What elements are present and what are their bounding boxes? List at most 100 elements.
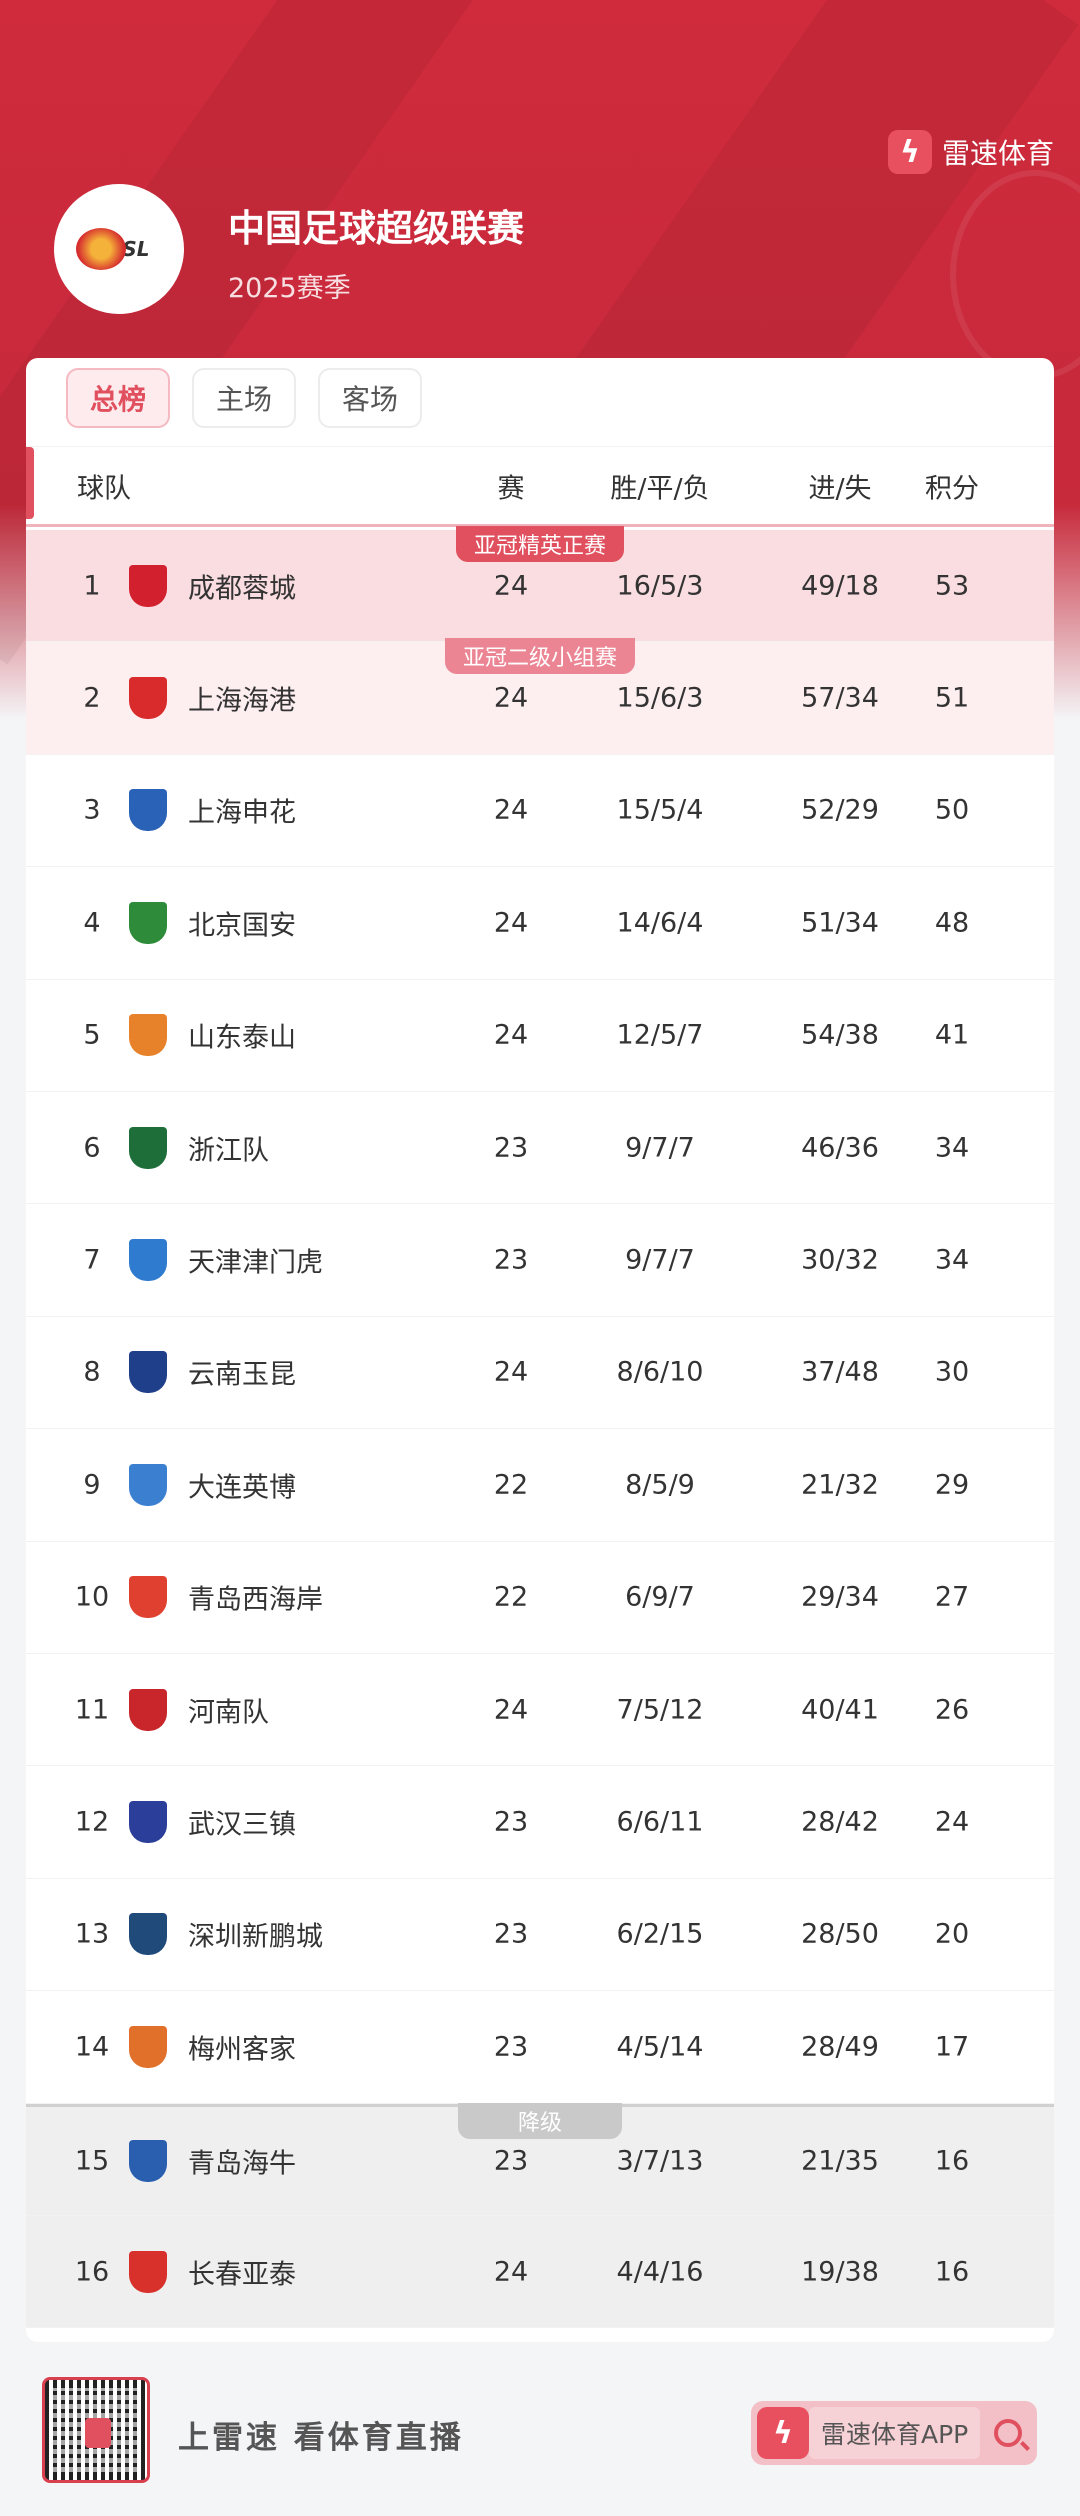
table-row[interactable]: 8 云南玉昆 24 8/6/10 37/48 30 <box>26 1317 1054 1430</box>
rank: 13 <box>74 1918 110 1950</box>
table-row[interactable]: 6 浙江队 23 9/7/7 46/36 34 <box>26 1092 1054 1205</box>
tab-bar: 总榜 主场 客场 <box>26 368 422 428</box>
cell-wdl: 9/7/7 <box>625 1244 695 1276</box>
zone-badge-acl-elite: 亚冠精英正赛 <box>455 526 625 562</box>
cell-wdl: 8/6/10 <box>616 1356 704 1388</box>
cell-points: 51 <box>934 682 970 714</box>
table-row[interactable]: 14 梅州客家 23 4/5/14 28/49 17 <box>26 1991 1054 2104</box>
team-crest-icon <box>129 1239 167 1282</box>
table-row[interactable]: 16 长春亚泰 24 4/4/16 19/38 16 <box>26 2216 1054 2329</box>
table-row[interactable]: 11 河南队 24 7/5/12 40/41 26 <box>26 1654 1054 1767</box>
tab-away[interactable]: 客场 <box>318 368 422 428</box>
cell-points: 29 <box>934 1469 970 1501</box>
team-crest-icon <box>129 564 167 607</box>
rank: 15 <box>74 2145 110 2177</box>
rank: 16 <box>74 2256 110 2288</box>
app-button-label: 雷速体育APP <box>809 2407 981 2459</box>
cell-played: 23 <box>493 1244 529 1276</box>
cell-points: 17 <box>934 2031 970 2063</box>
cell-goals: 40/41 <box>801 1694 879 1726</box>
table-row[interactable]: 9 大连英博 22 8/5/9 21/32 29 <box>26 1429 1054 1542</box>
league-logo: CSL <box>54 184 184 314</box>
cell-played: 24 <box>493 570 529 602</box>
team-name: 浙江队 <box>188 1135 269 1167</box>
cell-wdl: 14/6/4 <box>616 907 704 939</box>
cell-played: 23 <box>493 2145 529 2177</box>
table-row[interactable]: 15 青岛海牛 23 3/7/13 21/35 16 降级 <box>26 2102 1054 2216</box>
cell-played: 23 <box>493 1132 529 1164</box>
cell-played: 24 <box>493 682 529 714</box>
cell-goals: 46/36 <box>801 1132 879 1164</box>
team-crest-icon <box>129 1576 167 1619</box>
rank: 8 <box>83 1356 101 1388</box>
cell-goals: 54/38 <box>801 1019 879 1051</box>
rank: 2 <box>83 682 101 714</box>
cell-wdl: 12/5/7 <box>616 1019 704 1051</box>
cell-goals: 29/34 <box>801 1581 879 1613</box>
team-crest-icon <box>129 2250 167 2293</box>
cell-points: 34 <box>934 1244 970 1276</box>
rank: 7 <box>83 1244 101 1276</box>
cell-goals: 30/32 <box>801 1244 879 1276</box>
table-row[interactable]: 13 深圳新鹏城 23 6/2/15 28/50 20 <box>26 1879 1054 1992</box>
cell-wdl: 15/5/4 <box>616 794 704 826</box>
cell-played: 24 <box>493 1356 529 1388</box>
team-name: 天津津门虎 <box>188 1247 323 1279</box>
cell-points: 27 <box>934 1581 970 1613</box>
cell-goals: 28/49 <box>801 2031 879 2063</box>
zone-badge-acl-two: 亚冠二级小组赛 <box>444 638 636 675</box>
team-name: 山东泰山 <box>188 1022 296 1054</box>
table-row[interactable]: 7 天津津门虎 23 9/7/7 30/32 34 <box>26 1204 1054 1317</box>
tab-overall[interactable]: 总榜 <box>66 368 170 428</box>
cell-wdl: 4/5/14 <box>616 2031 704 2063</box>
cell-points: 53 <box>934 570 970 602</box>
team-name: 上海申花 <box>188 797 296 829</box>
cell-goals: 51/34 <box>801 907 879 939</box>
lightning-icon: ϟ <box>757 2407 809 2459</box>
csl-flame-icon <box>76 228 126 270</box>
col-team: 球队 <box>77 473 131 504</box>
table-row[interactable]: 3 上海申花 24 15/5/4 52/29 50 <box>26 755 1054 868</box>
rank: 10 <box>74 1581 110 1613</box>
team-name: 长春亚泰 <box>188 2259 296 2291</box>
app-search-button[interactable]: ϟ 雷速体育APP <box>751 2401 1037 2465</box>
rank: 3 <box>83 794 101 826</box>
table-row[interactable]: 12 武汉三镇 23 6/6/11 28/42 24 <box>26 1766 1054 1879</box>
cell-points: 41 <box>934 1019 970 1051</box>
table-row[interactable]: 10 青岛西海岸 22 6/9/7 29/34 27 <box>26 1542 1054 1654</box>
cell-wdl: 3/7/13 <box>616 2145 704 2177</box>
table-row[interactable]: 1 成都蓉城 24 16/5/3 49/18 53 亚冠精英正赛 <box>26 526 1054 643</box>
team-crest-icon <box>129 1463 167 1506</box>
brand-logo: ϟ 雷速体育 <box>888 130 1054 174</box>
team-crest-icon <box>129 1014 167 1057</box>
cell-points: 20 <box>934 1918 970 1950</box>
rank: 1 <box>83 570 101 602</box>
team-name: 北京国安 <box>188 910 296 942</box>
col-wdl: 胜/平/负 <box>610 473 710 504</box>
cell-wdl: 4/4/16 <box>616 2256 704 2288</box>
rank: 11 <box>74 1694 110 1726</box>
table-row[interactable]: 4 北京国安 24 14/6/4 51/34 48 <box>26 867 1054 980</box>
rank: 5 <box>83 1019 101 1051</box>
table-row[interactable]: 2 上海海港 24 15/6/3 57/34 51 亚冠二级小组赛 <box>26 638 1054 755</box>
cell-points: 50 <box>934 794 970 826</box>
cell-played: 24 <box>493 2256 529 2288</box>
cell-points: 30 <box>934 1356 970 1388</box>
cell-points: 16 <box>934 2256 970 2288</box>
team-name: 成都蓉城 <box>188 573 296 605</box>
team-crest-icon <box>129 2139 167 2182</box>
team-crest-icon <box>129 789 167 832</box>
rank: 4 <box>83 907 101 939</box>
cell-wdl: 6/6/11 <box>616 1806 704 1838</box>
zone-badge-relegation: 降级 <box>457 2102 623 2139</box>
cell-goals: 19/38 <box>801 2256 879 2288</box>
cell-wdl: 8/5/9 <box>625 1469 695 1501</box>
tab-home[interactable]: 主场 <box>192 368 296 428</box>
team-name: 青岛海牛 <box>188 2148 296 2180</box>
team-crest-icon <box>129 1801 167 1844</box>
team-crest-icon <box>129 2025 167 2068</box>
cell-points: 34 <box>934 1132 970 1164</box>
table-row[interactable]: 5 山东泰山 24 12/5/7 54/38 41 <box>26 980 1054 1092</box>
header-accent <box>26 447 34 519</box>
cell-goals: 52/29 <box>801 794 879 826</box>
